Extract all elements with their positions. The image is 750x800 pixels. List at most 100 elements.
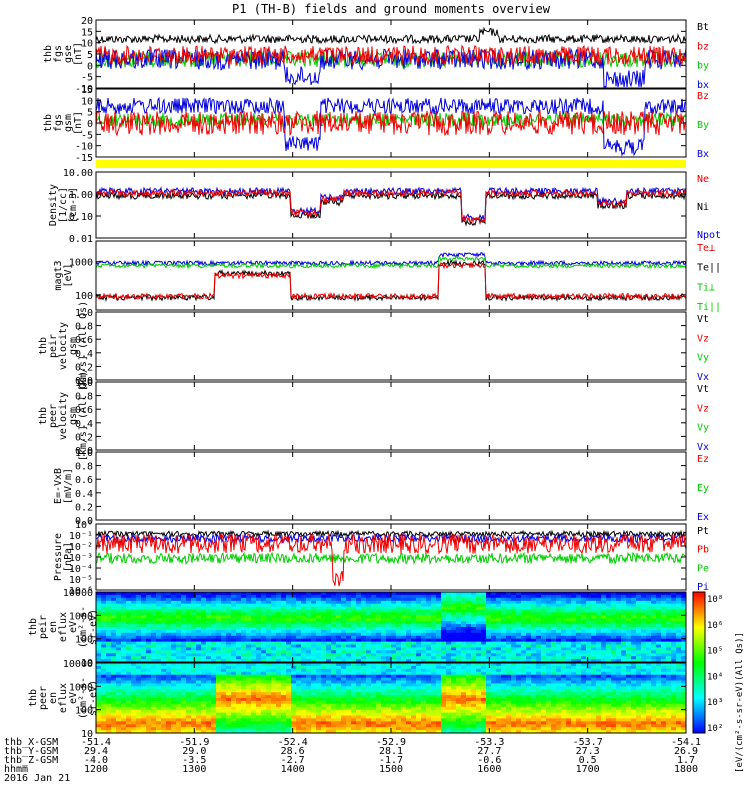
spectrogram-cell <box>121 635 127 640</box>
spectrogram-cell <box>616 635 622 640</box>
spectrogram-cell <box>366 597 372 602</box>
spectrogram-cell <box>301 695 307 699</box>
spectrogram-cell <box>181 650 187 654</box>
spectrogram-cell <box>411 653 417 657</box>
spectrogram-cell <box>386 650 392 654</box>
spectrogram-cell <box>591 638 597 642</box>
spectrogram-cell <box>516 618 522 622</box>
spectrogram-cell <box>181 632 187 637</box>
spectrogram-cell <box>441 597 447 602</box>
spectrogram-cell <box>541 689 547 693</box>
spectrogram-cell <box>296 641 302 645</box>
spectrogram-cell <box>356 709 362 713</box>
spectrogram-cell <box>241 724 247 728</box>
spectrogram-cell <box>376 677 382 681</box>
spectrogram-cell <box>216 698 222 702</box>
spectrogram-cell <box>501 706 507 711</box>
spectrogram-cell <box>181 659 187 663</box>
spectrogram-cell <box>526 715 532 719</box>
spectrogram-cell <box>481 663 487 667</box>
spectrogram-cell <box>321 606 327 610</box>
spectrogram-cell <box>376 692 382 696</box>
spectrogram-cell <box>96 650 102 654</box>
spectrogram-cell <box>576 609 582 613</box>
spectrogram-cell <box>251 700 257 705</box>
spectrogram-cell <box>316 635 322 640</box>
spectrogram-cell <box>266 715 272 719</box>
spectrogram-cell <box>311 618 317 622</box>
spectrogram-cell <box>316 730 322 734</box>
spectrogram-cell <box>296 680 302 684</box>
spectrogram-cell <box>536 706 542 711</box>
spectrogram-cell <box>166 686 172 690</box>
spectrogram-cell <box>226 686 232 690</box>
spectrogram-cell <box>131 692 137 696</box>
spectrogram-cell <box>286 615 292 619</box>
spectrogram-cell <box>266 712 272 716</box>
spectrogram-cell <box>116 727 122 731</box>
spectrogram-cell <box>166 671 172 676</box>
spectrogram-cell <box>671 644 677 648</box>
spectrogram-cell <box>546 653 552 657</box>
spectrogram-cell <box>201 718 207 722</box>
spectrogram-cell <box>311 674 317 678</box>
spectrogram-cell <box>306 656 312 660</box>
spectrogram-cell <box>591 592 597 596</box>
spectrogram-cell <box>131 674 137 678</box>
spectrogram-cell <box>491 638 497 642</box>
spectrogram-cell <box>281 671 287 676</box>
spectrogram-cell <box>506 665 512 670</box>
spectrogram-cell <box>326 680 332 684</box>
spectrogram-cell <box>541 671 547 676</box>
spectrogram-cell <box>501 695 507 699</box>
spectrogram-cell <box>431 594 437 599</box>
spectrogram-cell <box>176 615 182 619</box>
spectrogram-cell <box>536 600 542 605</box>
spectrogram-cell <box>166 592 172 596</box>
spectrogram-cell <box>506 686 512 690</box>
spectrogram-cell <box>106 656 112 660</box>
spectrogram-cell <box>626 600 632 605</box>
spectrogram-cell <box>346 674 352 678</box>
spectrogram-cell <box>396 683 402 687</box>
spectrogram-cell <box>116 686 122 690</box>
spectrogram-cell <box>246 618 252 622</box>
spectrogram-cell <box>421 730 427 734</box>
spectrogram-cell <box>121 653 127 657</box>
spectrogram-cell <box>596 615 602 619</box>
spectrogram-cell <box>501 712 507 716</box>
spectrogram-cell <box>561 627 567 631</box>
spectrogram-cell <box>141 615 147 619</box>
spectrogram-cell <box>391 706 397 711</box>
spectrogram-cell <box>621 632 627 637</box>
spectrogram-cell <box>511 609 517 613</box>
spectrogram-cell <box>476 668 482 673</box>
spectrogram-cell <box>606 653 612 657</box>
spectrogram-cell <box>586 656 592 660</box>
spectrogram-cell <box>266 597 272 602</box>
spectrogram-cell <box>466 629 472 634</box>
spectrogram-cell <box>371 665 377 670</box>
spectrogram-cell <box>561 650 567 654</box>
spectrogram-cell <box>396 606 402 610</box>
spectrogram-cell <box>301 718 307 722</box>
spectrogram-cell <box>111 612 117 616</box>
spectrogram-cell <box>101 659 107 663</box>
spectrogram-cell <box>316 727 322 731</box>
spectrogram-cell <box>661 624 667 628</box>
spectrogram-cell <box>451 627 457 631</box>
spectrogram-cell <box>551 621 557 625</box>
spectrogram-cell <box>246 644 252 648</box>
spectrogram-cell <box>626 653 632 657</box>
spectrogram-cell <box>341 653 347 657</box>
spectrogram-cell <box>206 715 212 719</box>
spectrogram-cell <box>171 627 177 631</box>
spectrogram-cell <box>381 695 387 699</box>
spectrogram-cell <box>281 615 287 619</box>
spectrogram-cell <box>196 597 202 602</box>
spectrogram-cell <box>136 677 142 681</box>
spectrogram-cell <box>526 706 532 711</box>
spectrogram-cell <box>391 727 397 731</box>
spectrogram-cell <box>261 686 267 690</box>
spectrogram-cell <box>551 597 557 602</box>
